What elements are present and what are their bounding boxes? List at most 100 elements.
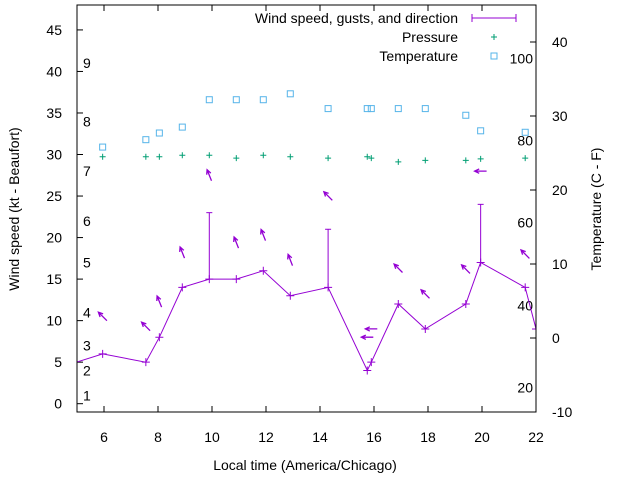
wind-speed-point	[521, 283, 530, 292]
pressure-point	[260, 152, 267, 159]
temperature-point	[324, 105, 332, 113]
x-tick-label: 12	[258, 429, 274, 445]
beaufort-label: 9	[83, 55, 91, 71]
wind-direction-arrow	[322, 190, 333, 201]
y-tick-label-left: 45	[46, 22, 62, 38]
wind-speed-point	[532, 324, 536, 333]
y-tick-label-right: 20	[552, 182, 568, 198]
temperature-point	[259, 96, 267, 104]
wind-speed-point	[367, 358, 376, 367]
x-tick-label: 18	[420, 429, 436, 445]
fahrenheit-label: 60	[517, 215, 533, 231]
pressure-point	[99, 153, 106, 160]
pressure-point	[287, 153, 294, 160]
wind-direction-arrow	[140, 321, 151, 332]
temperature-point	[367, 105, 375, 113]
pressure-point	[522, 155, 529, 162]
y-tick-label-left: 35	[46, 105, 62, 121]
temperature-point	[178, 123, 186, 131]
temperature-point	[394, 105, 402, 113]
x-tick-label: 22	[528, 429, 544, 445]
y-tick-label-right: -10	[552, 404, 572, 420]
temperature-point	[363, 105, 371, 113]
wind-direction-arrow	[420, 288, 430, 299]
wind-speed-point	[259, 266, 268, 275]
chart-marks	[77, 90, 536, 375]
wind-direction-arrow	[359, 334, 374, 340]
y-axis-label-left: Wind speed (kt - Beaufort)	[6, 127, 22, 290]
temperature-point	[462, 111, 470, 119]
temperature-point	[521, 128, 529, 136]
wind-speed-point	[286, 291, 295, 300]
legend-temperature-label: Temperature	[379, 48, 458, 64]
y-tick-label-right: 10	[552, 256, 568, 272]
temperature-point	[142, 136, 150, 144]
pressure-point	[368, 155, 375, 162]
wind-speed-point	[461, 300, 470, 309]
temperature-point	[205, 96, 213, 104]
y-tick-label-right: 30	[552, 108, 568, 124]
wind-direction-arrow	[97, 311, 108, 322]
wind-speed-point	[141, 358, 150, 367]
pressure-point	[233, 155, 240, 162]
y-tick-label-left: 30	[46, 147, 62, 163]
y-tick-label-left: 40	[46, 63, 62, 79]
fahrenheit-label: 80	[517, 132, 533, 148]
beaufort-label: 4	[83, 304, 91, 320]
temperature-point	[477, 127, 485, 135]
y-tick-label-left: 10	[46, 313, 62, 329]
y-tick-label-left: 25	[46, 188, 62, 204]
legend-pressure-sample	[491, 34, 497, 40]
y-tick-label-right: 40	[552, 34, 568, 50]
wind-direction-arrow	[156, 294, 163, 308]
wind-direction-arrow	[473, 168, 487, 174]
x-tick-label: 14	[312, 429, 328, 445]
pressure-point	[422, 157, 429, 164]
fahrenheit-label: 20	[517, 380, 533, 396]
beaufort-label: 3	[83, 338, 91, 354]
wind-speed-point	[98, 349, 107, 358]
wind-direction-arrow	[519, 248, 530, 259]
plot-frame	[76, 4, 537, 413]
beaufort-label: 1	[83, 387, 91, 403]
wind-speed-point	[232, 275, 241, 284]
fahrenheit-label: 100	[510, 50, 534, 66]
y-tick-label-right: 0	[552, 330, 560, 346]
wind-direction-arrow	[179, 245, 186, 259]
wind-direction-arrow	[363, 326, 378, 332]
pressure-point	[462, 157, 469, 164]
pressure-point	[477, 155, 484, 162]
axis-ticks: 6 8 10 12 14 16 18 20 22051015202530354045-10010…	[46, 5, 572, 445]
wind-direction-arrow	[460, 263, 471, 274]
x-tick-label: 6	[100, 429, 108, 445]
temperature-point	[286, 90, 294, 98]
wind-speed-point	[363, 366, 372, 375]
pressure-point	[156, 153, 163, 160]
legend-wind-label: Wind speed, gusts, and direction	[255, 10, 458, 26]
wind-speed-point	[394, 300, 403, 309]
x-tick-label: 10	[204, 429, 220, 445]
pressure-point	[142, 153, 149, 160]
pressure-point	[395, 158, 402, 165]
pressure-point	[179, 152, 186, 159]
wind-direction-arrow	[233, 235, 240, 249]
wind-speed-point	[155, 333, 164, 342]
temperature-point	[155, 129, 163, 137]
temperature-point	[232, 96, 240, 104]
wind-speed-point	[178, 283, 187, 292]
legend-pressure-label: Pressure	[402, 29, 458, 45]
y-tick-label-left: 5	[54, 354, 62, 370]
x-tick-label: 16	[366, 429, 382, 445]
beaufort-label: 8	[83, 113, 91, 129]
y-tick-label-left: 0	[54, 396, 62, 412]
pressure-point	[364, 153, 371, 160]
wind-speed-line	[77, 261, 536, 372]
y-tick-label-left: 20	[46, 230, 62, 246]
beaufort-label: 7	[83, 163, 91, 179]
x-tick-label: 8	[154, 429, 162, 445]
wind-direction-arrow	[287, 253, 294, 266]
beaufort-label: 6	[83, 213, 91, 229]
temperature-point	[421, 105, 429, 113]
wind-direction-arrow	[206, 168, 213, 182]
